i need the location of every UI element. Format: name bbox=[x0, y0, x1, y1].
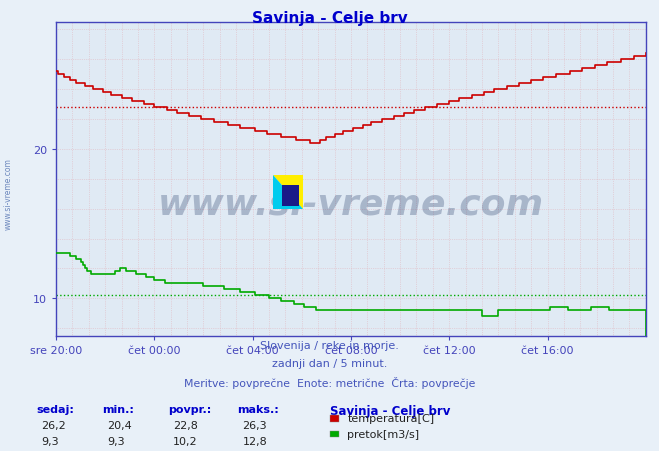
Text: Savinja - Celje brv: Savinja - Celje brv bbox=[252, 11, 407, 26]
Text: 26,3: 26,3 bbox=[243, 420, 267, 430]
Text: 9,3: 9,3 bbox=[42, 436, 59, 446]
Text: maks.:: maks.: bbox=[237, 404, 279, 414]
Text: min.:: min.: bbox=[102, 404, 134, 414]
Polygon shape bbox=[273, 176, 303, 210]
Polygon shape bbox=[273, 176, 303, 210]
Text: 10,2: 10,2 bbox=[173, 436, 198, 446]
Text: 20,4: 20,4 bbox=[107, 420, 132, 430]
Text: sedaj:: sedaj: bbox=[36, 404, 74, 414]
Text: 9,3: 9,3 bbox=[107, 436, 125, 446]
Text: www.si-vreme.com: www.si-vreme.com bbox=[3, 158, 13, 230]
Text: povpr.:: povpr.: bbox=[168, 404, 212, 414]
Text: Savinja - Celje brv: Savinja - Celje brv bbox=[330, 404, 450, 417]
Bar bbox=[283, 186, 299, 206]
Text: 12,8: 12,8 bbox=[243, 436, 268, 446]
Text: temperatura[C]: temperatura[C] bbox=[347, 414, 434, 423]
Text: Slovenija / reke in morje.: Slovenija / reke in morje. bbox=[260, 341, 399, 350]
Text: 26,2: 26,2 bbox=[42, 420, 67, 430]
Text: Meritve: povprečne  Enote: metrične  Črta: povprečje: Meritve: povprečne Enote: metrične Črta:… bbox=[184, 377, 475, 389]
Text: 22,8: 22,8 bbox=[173, 420, 198, 430]
Text: www.si-vreme.com: www.si-vreme.com bbox=[158, 187, 544, 221]
Text: pretok[m3/s]: pretok[m3/s] bbox=[347, 429, 419, 439]
Text: zadnji dan / 5 minut.: zadnji dan / 5 minut. bbox=[272, 359, 387, 368]
